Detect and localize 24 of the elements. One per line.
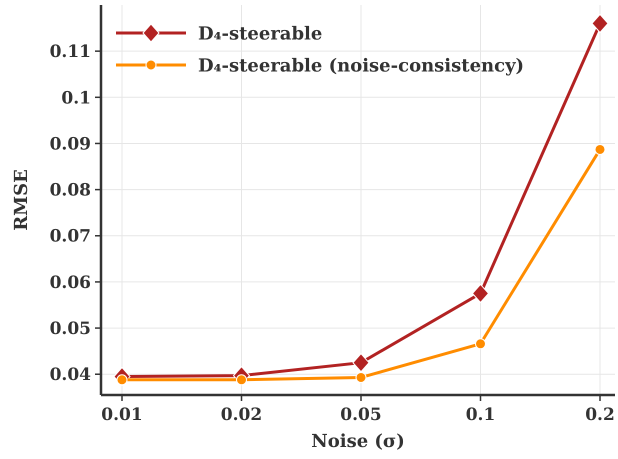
x-tick-label: 0.05 <box>340 405 382 425</box>
point <box>356 372 366 383</box>
legend-label: D₄-steerable (noise-consistency) <box>198 55 524 76</box>
y-tick-label: 0.09 <box>50 134 91 154</box>
point <box>352 353 370 372</box>
point <box>236 374 247 386</box>
point <box>594 144 606 155</box>
y-tick-label: 0.07 <box>50 226 91 247</box>
point <box>592 14 608 33</box>
y-tick-label: 0.05 <box>50 319 91 340</box>
y-tick-label: 0.06 <box>50 272 91 293</box>
x-tick-label: 0.2 <box>585 405 615 425</box>
y-tick-label: 0.1 <box>61 88 91 108</box>
x-tick-label: 0.02 <box>220 405 262 425</box>
point <box>475 338 486 350</box>
x-tick-label: 0.01 <box>101 405 143 425</box>
point <box>472 284 489 303</box>
y-tick-label: 0.11 <box>50 42 91 62</box>
y-tick-label: 0.08 <box>50 180 91 201</box>
y-axis-title: RMSE <box>11 169 32 231</box>
x-tick-label: 0.1 <box>466 405 496 425</box>
x-axis-title: Noise (σ) <box>311 431 405 452</box>
legend-label: D₄-steerable <box>198 23 322 44</box>
y-tick-label: 0.04 <box>50 365 92 386</box>
